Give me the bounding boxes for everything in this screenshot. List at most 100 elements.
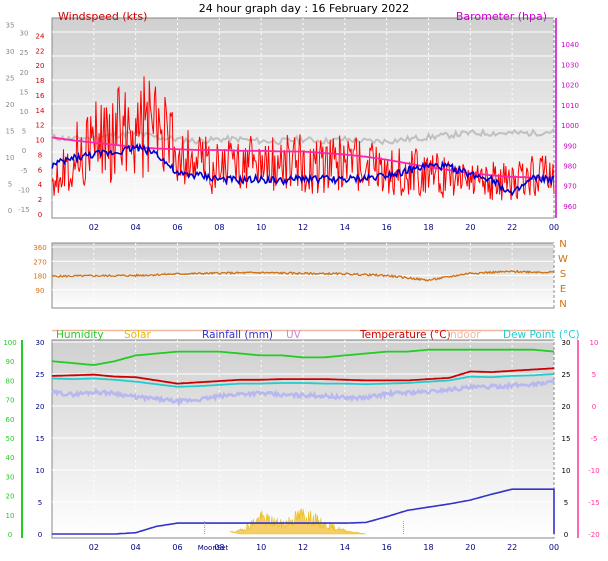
- windspeed-tick-label: 22: [36, 47, 45, 55]
- barometer-tick-label: 1030: [561, 61, 579, 69]
- wind-x-tick-label: 10: [256, 223, 266, 232]
- barometer-tick-label: 1000: [561, 122, 579, 130]
- wind-left-temp-tick: 25: [20, 49, 29, 57]
- wind-left-outer-tick: 30: [6, 48, 15, 56]
- windspeed-tick-label: 8: [38, 151, 42, 159]
- temperature-tick-label: -20: [588, 531, 599, 539]
- barometer-tick-label: 970: [563, 183, 576, 191]
- windspeed-tick-label: 12: [36, 122, 45, 130]
- wind-left-outer-tick: 20: [6, 101, 15, 109]
- humidity-tick-label: 90: [6, 358, 15, 366]
- windspeed-tick-label: 6: [38, 166, 43, 174]
- sensor-x-tick-label: 14: [340, 543, 350, 552]
- rainfall-tick-label: 30: [36, 339, 45, 347]
- wind-left-outer-tick: 0: [8, 207, 12, 215]
- dewpoint-tick-label: 20: [562, 403, 571, 411]
- windspeed-tick-label: 0: [38, 211, 42, 219]
- wind-panel-axis-ticks: 05101520253035-15-10-5051015202530246810…: [6, 18, 579, 232]
- wind-left-temp-tick: 10: [20, 108, 29, 116]
- humidity-line: [51, 348, 555, 366]
- uv-band-line: [50, 378, 556, 408]
- compass-label: N: [559, 239, 566, 250]
- wind-x-tick-label: 22: [507, 223, 517, 232]
- temperature-tick-label: 5: [592, 371, 596, 379]
- wind-panel-series: [51, 76, 555, 201]
- wind-left-outer-tick: 35: [6, 22, 15, 30]
- windspeed-tick-label: 24: [36, 32, 45, 40]
- wind-x-tick-label: 00: [549, 223, 559, 232]
- temperature-line: [52, 367, 555, 385]
- sensor-x-tick-label: 00: [549, 543, 559, 552]
- windspeed-axis-label: Windspeed (kts): [58, 10, 147, 23]
- wind-direction-line: [51, 269, 555, 282]
- wind-x-tick-label: 08: [214, 223, 224, 232]
- legend-item: UV: [286, 329, 302, 341]
- barometer-tick-label: 1010: [561, 102, 579, 110]
- sensor-panel-series: [50, 329, 556, 535]
- temperature-tick-label: 10: [590, 339, 599, 347]
- rainfall-tick-label: 15: [36, 435, 45, 443]
- wind-x-tick-label: 18: [423, 223, 433, 232]
- wind-panel-grid: [52, 18, 555, 218]
- sensor-x-tick-label: 08: [214, 543, 224, 552]
- sensor-x-tick-label: 20: [465, 543, 475, 552]
- wind-x-tick-label: 04: [131, 223, 141, 232]
- direction-tick-label: 180: [33, 273, 46, 281]
- wind-x-tick-label: 06: [172, 223, 182, 232]
- solar-area: [229, 508, 366, 535]
- sensor-panel-background: [51, 339, 555, 539]
- humidity-tick-label: 10: [6, 512, 15, 520]
- wind-x-tick-label: 02: [89, 223, 99, 232]
- sensor-x-tick-label: 06: [172, 543, 182, 552]
- sensor-x-tick-label: 12: [298, 543, 308, 552]
- wind-left-temp-tick: 20: [20, 69, 29, 77]
- direction-tick-label: 360: [33, 244, 46, 252]
- humidity-tick-label: 60: [6, 416, 15, 424]
- temperature-tick-label: -15: [588, 499, 599, 507]
- dewpoint-tick-label: 10: [562, 467, 571, 475]
- barometer-tick-label: 960: [563, 203, 576, 211]
- wind-x-tick-label: 14: [340, 223, 350, 232]
- rainfall-tick-label: 20: [36, 403, 45, 411]
- wind-left-temp-tick: -10: [18, 186, 29, 194]
- wind-left-temp-tick: 5: [22, 128, 26, 136]
- barometer-tick-label: 980: [563, 162, 576, 170]
- humidity-tick-label: 100: [3, 339, 16, 347]
- windspeed-tick-label: 14: [36, 107, 45, 115]
- dewpoint-line: [52, 373, 555, 388]
- sensor-x-tick-label: 10: [256, 543, 266, 552]
- temperature-tick-label: -5: [591, 435, 598, 443]
- compass-label: W: [558, 254, 568, 265]
- humidity-tick-label: 80: [6, 377, 15, 385]
- windspeed-tick-label: 16: [36, 92, 45, 100]
- sensor-x-tick-label: 22: [507, 543, 517, 552]
- sensor-panel-legend: Humidity Solar Rainfall (mm) UV Temperature …: [56, 329, 580, 341]
- humidity-tick-label: 40: [6, 454, 15, 462]
- wind-left-temp-tick: 0: [22, 147, 26, 155]
- humidity-tick-label: 50: [6, 435, 15, 443]
- barometer-tick-label: 1020: [561, 82, 579, 90]
- wind-left-temp-tick: 15: [20, 88, 29, 96]
- compass-label: S: [560, 269, 566, 280]
- barometer-tick-label: 1040: [561, 41, 579, 49]
- humidity-tick-label: 70: [6, 397, 15, 405]
- compass-label: N: [559, 299, 566, 310]
- humidity-tick-label: 0: [8, 531, 12, 539]
- sensor-panel-axis-ticks: 0102030405060708090100051015202530-20-15…: [3, 339, 599, 552]
- dewpoint-tick-label: 5: [564, 499, 568, 507]
- direction-panel-series: [51, 269, 555, 282]
- wind-left-temp-tick: -5: [21, 167, 28, 175]
- legend-item: Solar: [124, 329, 151, 341]
- windspeed-tick-label: 2: [38, 196, 42, 204]
- sensor-x-tick-label: 18: [423, 543, 433, 552]
- wind-x-tick-label: 20: [465, 223, 475, 232]
- wind-left-outer-tick: 10: [6, 154, 15, 162]
- humidity-tick-label: 20: [6, 493, 15, 501]
- humidity-tick-label: 30: [6, 473, 15, 481]
- temperature-tick-label: -10: [588, 467, 599, 475]
- rainfall-tick-label: 5: [38, 499, 42, 507]
- windspeed-tick-label: 18: [36, 77, 45, 85]
